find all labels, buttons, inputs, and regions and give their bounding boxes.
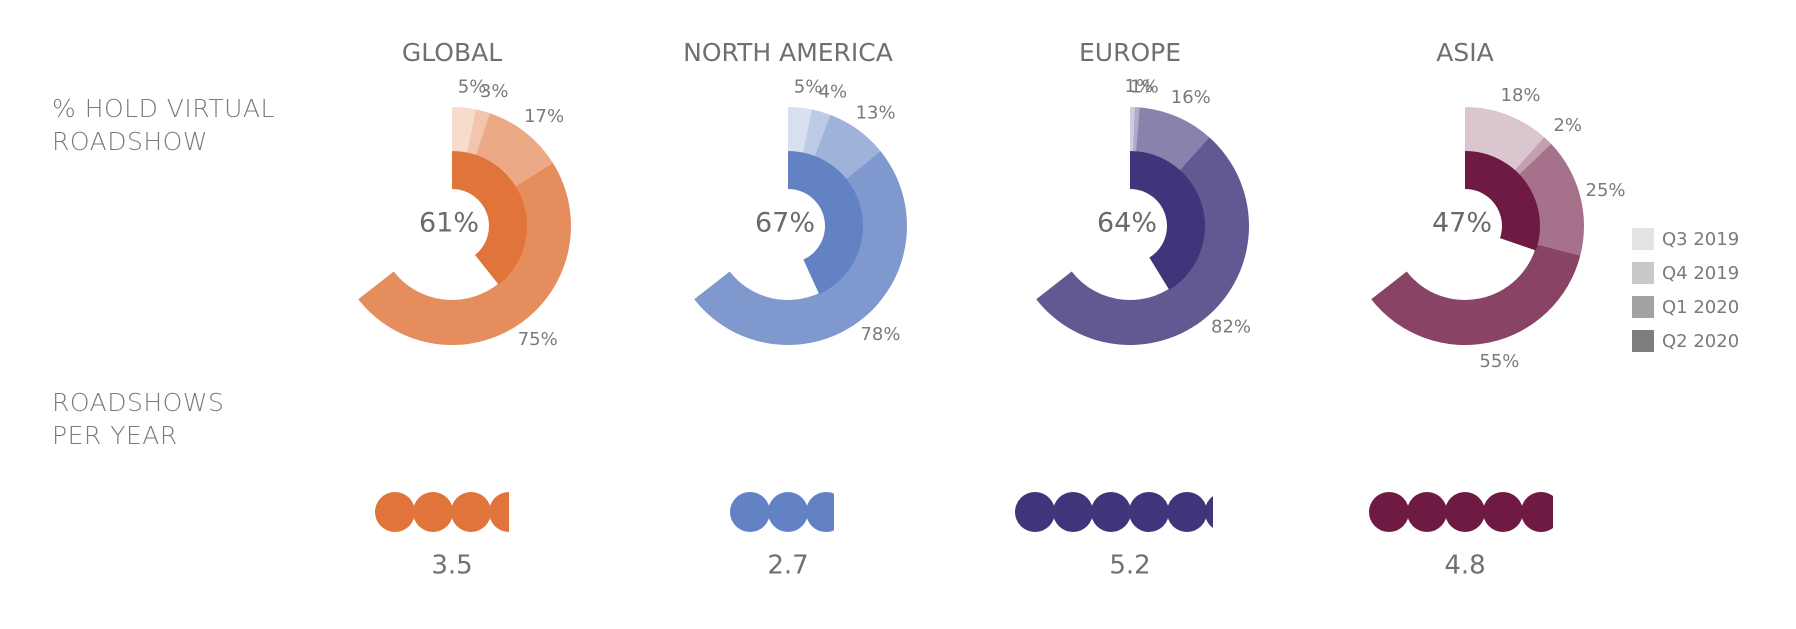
roadshow-dot <box>413 492 453 532</box>
outer-ring-segment <box>1518 143 1584 256</box>
legend-item: Q3 2019 <box>1632 222 1739 256</box>
outer-ring-segment <box>694 151 907 345</box>
outer-ring-segment <box>1514 137 1552 175</box>
roadshow-dot <box>451 492 491 532</box>
legend-item: Q2 2020 <box>1632 324 1739 358</box>
segment-value-label: 16% <box>1171 87 1211 108</box>
roadshow-dot <box>1129 492 1169 532</box>
legend-swatch <box>1632 262 1654 284</box>
roadshow-dot <box>1483 492 1523 532</box>
region-title: EUROPE <box>1079 38 1181 67</box>
legend-label: Q3 2019 <box>1662 228 1740 250</box>
legend-label: Q4 2019 <box>1662 262 1740 284</box>
segment-value-label: 78% <box>860 324 900 345</box>
segment-value-label: 5% <box>458 77 487 98</box>
roadshow-dot <box>768 492 808 532</box>
roadshow-dot-partial <box>806 491 834 533</box>
inner-ring-bar <box>1130 151 1206 290</box>
roadshow-dot <box>1167 492 1207 532</box>
segment-value-label: 2% <box>1553 115 1582 136</box>
center-value-label: 61% <box>419 208 479 239</box>
row-label-line-1: ROADSHOWS <box>52 388 225 417</box>
segment-value-label: 5% <box>794 77 823 98</box>
roadshows-per-year-value: 3.5 <box>431 551 472 581</box>
outer-ring-segment <box>1371 244 1581 345</box>
roadshows-per-year-value: 5.2 <box>1109 551 1150 581</box>
segment-value-label: 17% <box>524 106 564 127</box>
outer-ring-segment <box>802 109 831 157</box>
outer-ring-segment <box>1135 107 1210 171</box>
segment-value-label: 4% <box>819 82 848 103</box>
outer-ring-segment <box>466 109 490 156</box>
outer-ring-segment <box>452 107 476 154</box>
legend-swatch <box>1632 296 1654 318</box>
segment-value-label: 25% <box>1586 180 1626 201</box>
segment-value-label: 75% <box>518 329 558 350</box>
outer-ring-segment <box>475 113 553 187</box>
outer-ring-segment <box>1036 137 1250 346</box>
legend-swatch <box>1632 228 1654 250</box>
row-label-roadshows-per-year: ROADSHOWS PER YEAR <box>52 386 224 452</box>
roadshow-dot-partial <box>489 492 509 532</box>
roadshow-dot <box>1407 492 1447 532</box>
segment-value-label: 1% <box>1125 76 1154 97</box>
segment-value-label: 1% <box>1130 76 1159 97</box>
outer-ring-segment <box>814 114 881 180</box>
outer-ring-segment <box>358 162 571 345</box>
outer-ring-segment <box>1132 107 1140 153</box>
segment-value-label: 18% <box>1501 85 1541 106</box>
roadshow-dot <box>1091 492 1131 532</box>
roadshow-dot <box>1445 492 1485 532</box>
outer-ring-segment <box>788 107 812 154</box>
segment-value-label: 55% <box>1479 351 1519 372</box>
segment-value-label: 82% <box>1211 316 1251 337</box>
row-label-hold-virtual-roadshow: % HOLD VIRTUAL ROADSHOW <box>52 92 275 158</box>
region-title: GLOBAL <box>402 38 502 67</box>
roadshow-dot <box>1369 492 1409 532</box>
roadshow-dot-partial <box>1205 496 1213 528</box>
legend-item: Q4 2019 <box>1632 256 1739 290</box>
outer-ring-segment <box>1130 107 1135 153</box>
roadshow-dot-partial <box>1521 492 1553 532</box>
segment-value-label: 13% <box>856 102 896 123</box>
row-label-line-2: ROADSHOW <box>52 127 209 156</box>
roadshows-per-year-value: 4.8 <box>1444 551 1485 581</box>
legend-swatch <box>1632 330 1654 352</box>
region-title: ASIA <box>1436 38 1493 67</box>
region-title: NORTH AMERICA <box>683 38 893 67</box>
row-label-line-1: % HOLD VIRTUAL <box>52 94 275 123</box>
inner-ring-bar <box>788 151 864 295</box>
center-value-label: 64% <box>1097 208 1157 239</box>
center-value-label: 47% <box>1432 208 1492 239</box>
inner-ring-bar <box>1465 151 1540 251</box>
inner-ring-bar <box>452 151 528 285</box>
row-label-line-2: PER YEAR <box>52 421 178 450</box>
roadshow-dot <box>730 492 770 532</box>
center-value-label: 67% <box>755 208 815 239</box>
roadshow-dot <box>1053 492 1093 532</box>
legend-label: Q1 2020 <box>1662 296 1740 318</box>
legend: Q3 2019 Q4 2019 Q1 2020 Q2 2020 <box>1632 222 1739 358</box>
roadshow-dot <box>375 492 415 532</box>
legend-label: Q2 2020 <box>1662 330 1740 352</box>
legend-item: Q1 2020 <box>1632 290 1739 324</box>
outer-ring-segment <box>1465 107 1545 171</box>
roadshow-dot <box>1015 492 1055 532</box>
segment-value-label: 3% <box>480 81 509 102</box>
roadshows-per-year-value: 2.7 <box>767 551 808 581</box>
